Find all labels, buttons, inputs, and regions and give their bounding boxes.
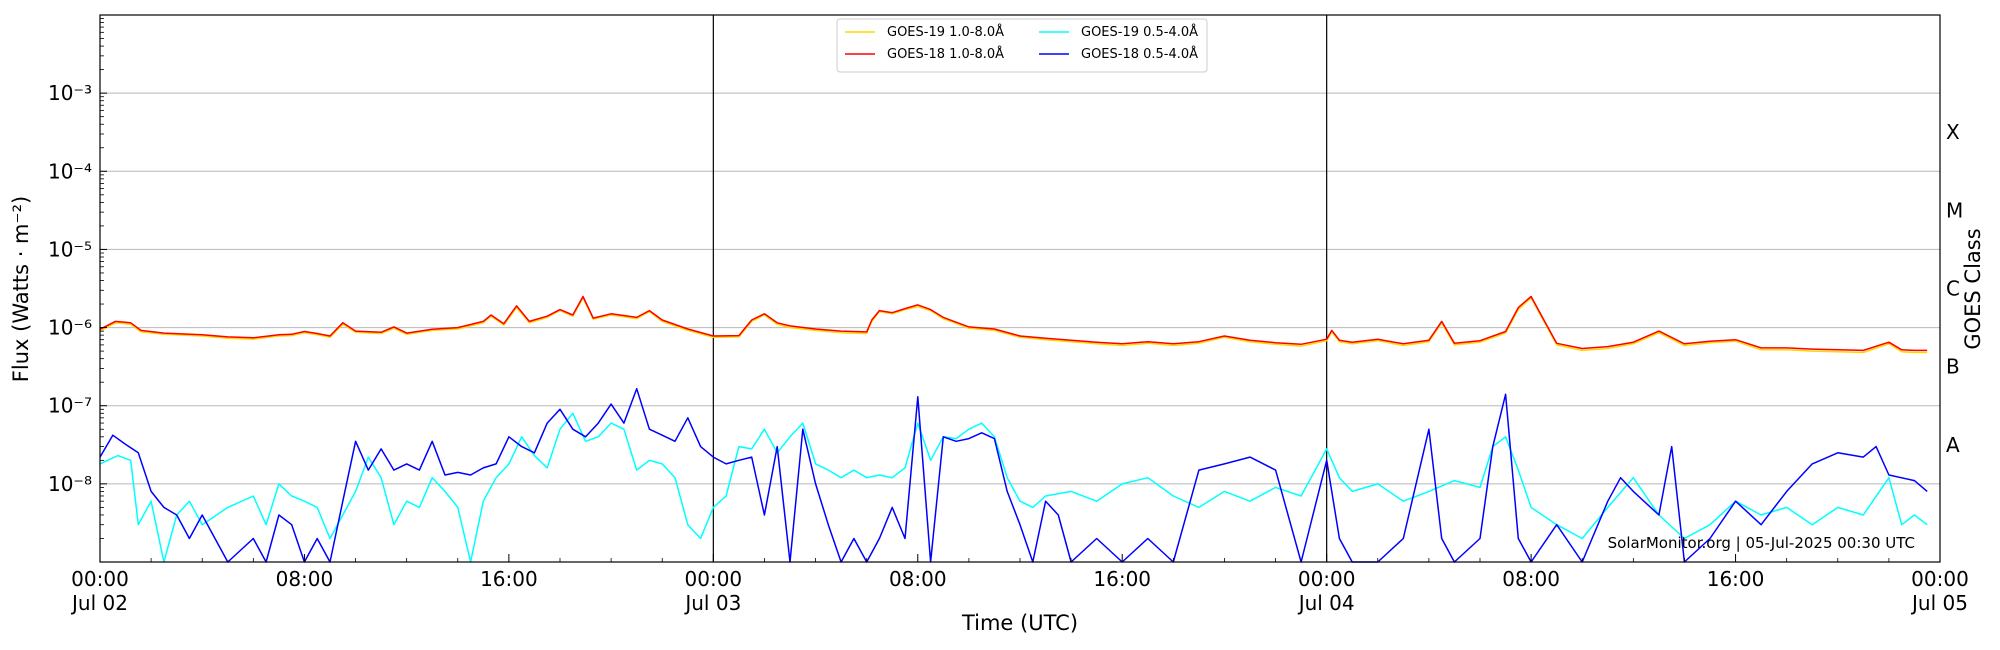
series-lines bbox=[99, 295, 1928, 563]
grid-lines bbox=[100, 92, 1940, 485]
y-tick-label: 10⁻⁴ bbox=[48, 159, 92, 183]
goes-class-a: A bbox=[1946, 433, 1960, 457]
x-tick-label-time: 16:00 bbox=[480, 567, 538, 591]
x-tick-label-time: 00:00 bbox=[71, 567, 129, 591]
x-tick-label-time: 08:00 bbox=[276, 567, 334, 591]
series-line-goes-19-1-0-8-0 bbox=[99, 297, 1928, 354]
x-tick-label-time: 16:00 bbox=[1093, 567, 1151, 591]
legend: GOES-19 1.0-8.0Å GOES-18 1.0-8.0Å GOES-19 … bbox=[836, 18, 1208, 73]
goes-class-m: M bbox=[1946, 198, 1963, 222]
legend-label-goes-19-1-0-8-0: GOES-19 1.0-8.0Å bbox=[887, 24, 1004, 40]
y-axis-label: Flux (Watts · m⁻²) bbox=[9, 196, 33, 382]
y-tick-label: 10⁻³ bbox=[48, 81, 92, 105]
y-tick-label: 10⁻⁵ bbox=[48, 237, 92, 261]
x-tick-label-time: 00:00 bbox=[685, 567, 743, 591]
legend-label-goes-19-0-5-4-0: GOES-19 0.5-4.0Å bbox=[1081, 24, 1198, 40]
goes-class-b: B bbox=[1946, 355, 1960, 379]
x-tick-label-time: 16:00 bbox=[1707, 567, 1765, 591]
x-tick-label-time: 08:00 bbox=[889, 567, 947, 591]
day-boundary-lines bbox=[712, 15, 1328, 562]
goes-class-c: C bbox=[1946, 277, 1960, 301]
series-line-goes-19-0-5-4-0 bbox=[99, 412, 1928, 563]
x-tick-label-time: 00:00 bbox=[1298, 567, 1356, 591]
x-tick-label-time: 08:00 bbox=[1502, 567, 1560, 591]
x-tick-label-time: 00:00 bbox=[1911, 567, 1969, 591]
x-tick-label-date: Jul 05 bbox=[1910, 591, 1968, 615]
goes-class-x: X bbox=[1946, 120, 1960, 144]
y-axis-ticks: 10⁻⁸ 10⁻⁷ 10⁻⁶ 10⁻⁵ 10⁻⁴ 10⁻³ bbox=[48, 18, 107, 539]
x-axis-label: Time (UTC) bbox=[961, 611, 1078, 635]
y-tick-label: 10⁻⁸ bbox=[48, 472, 92, 496]
x-tick-label-date: Jul 03 bbox=[683, 591, 741, 615]
y-tick-label: 10⁻⁷ bbox=[48, 394, 92, 418]
right-axis-label: GOES Class bbox=[1961, 228, 1985, 349]
source-annotation: SolarMonitor.org | 05-Jul-2025 00:30 UTC bbox=[1608, 534, 1915, 552]
legend-box bbox=[836, 18, 1208, 73]
goes-class-labels: A B C M X bbox=[1946, 120, 1963, 457]
legend-label-goes-18-0-5-4-0: GOES-18 0.5-4.0Å bbox=[1081, 46, 1198, 62]
series-line-goes-18-1-0-8-0 bbox=[99, 295, 1928, 352]
series-line-goes-18-0-5-4-0 bbox=[99, 387, 1928, 563]
y-tick-label: 10⁻⁶ bbox=[48, 316, 92, 340]
x-tick-label-date: Jul 02 bbox=[70, 591, 128, 615]
x-tick-label-date: Jul 04 bbox=[1297, 591, 1355, 615]
legend-label-goes-18-1-0-8-0: GOES-18 1.0-8.0Å bbox=[887, 46, 1004, 62]
